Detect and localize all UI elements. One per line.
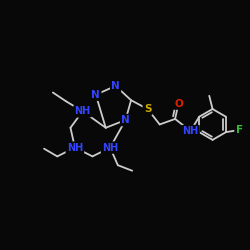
- Text: N: N: [121, 115, 130, 125]
- Text: N: N: [92, 90, 100, 100]
- Text: N: N: [78, 106, 87, 116]
- Text: NH: NH: [74, 106, 91, 116]
- Text: F: F: [236, 125, 243, 135]
- Text: O: O: [174, 98, 183, 108]
- Text: NH: NH: [102, 142, 118, 152]
- Text: N: N: [111, 81, 120, 91]
- Text: NH: NH: [67, 142, 83, 152]
- Text: S: S: [144, 104, 151, 114]
- Text: NH: NH: [182, 126, 199, 136]
